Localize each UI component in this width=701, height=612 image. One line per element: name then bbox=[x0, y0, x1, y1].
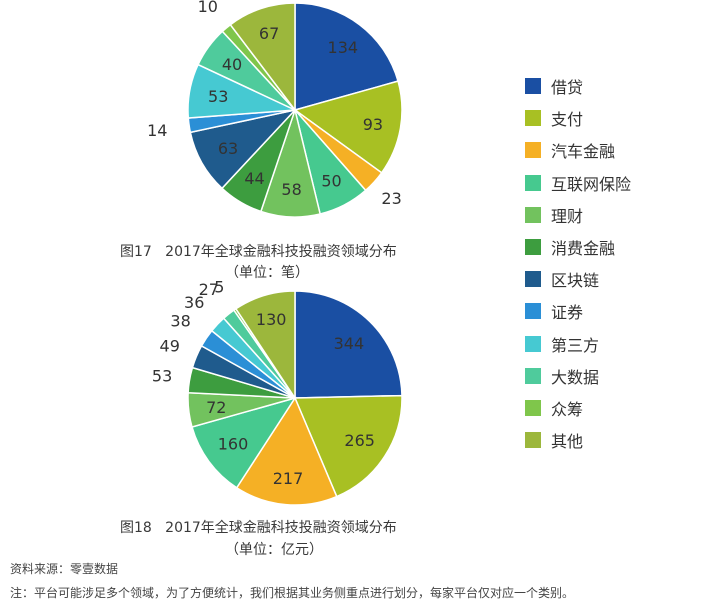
legend-item: 第三方 bbox=[525, 328, 631, 360]
legend-label: 消费金融 bbox=[551, 239, 616, 259]
legend-swatch bbox=[525, 110, 541, 127]
legend-item: 互联网保险 bbox=[525, 167, 631, 199]
data-label: 14 bbox=[147, 121, 167, 140]
pie-slice bbox=[293, 80, 403, 174]
legend-label: 其他 bbox=[551, 432, 584, 452]
pie-chart-fig17: 134 93 23 50 58 44 63 14 53 40 10 67 bbox=[147, 0, 403, 218]
pie-slice bbox=[293, 394, 403, 498]
legend-item: 区块链 bbox=[525, 263, 631, 295]
data-label: 134 bbox=[328, 38, 359, 57]
data-label: 53 bbox=[152, 366, 172, 385]
data-label: 50 bbox=[321, 171, 341, 190]
legend-label: 支付 bbox=[551, 110, 584, 130]
data-label: 130 bbox=[256, 310, 287, 329]
legend-swatch bbox=[525, 271, 541, 288]
legend-label: 大数据 bbox=[551, 367, 600, 387]
legend-swatch bbox=[525, 174, 541, 191]
pie-slice bbox=[294, 290, 403, 399]
pie-slice bbox=[294, 2, 399, 111]
legend-item: 大数据 bbox=[525, 360, 631, 392]
pie-slice bbox=[235, 396, 338, 506]
pie-slice bbox=[234, 290, 296, 401]
data-label: 10 bbox=[198, 0, 218, 16]
legend-label: 众筹 bbox=[551, 399, 584, 419]
data-label: 38 bbox=[170, 312, 190, 331]
legend-item: 证券 bbox=[525, 295, 631, 327]
legend-swatch bbox=[525, 239, 541, 256]
chart2-title: 图18 2017年全球金融科技投融资领域分布 bbox=[120, 520, 397, 536]
legend-label: 证券 bbox=[551, 303, 584, 323]
data-label: 160 bbox=[218, 435, 249, 454]
data-label: 265 bbox=[344, 431, 375, 450]
data-label: 49 bbox=[160, 336, 180, 355]
legend-label: 第三方 bbox=[551, 335, 600, 355]
data-label: 40 bbox=[222, 55, 242, 74]
legend-label: 借贷 bbox=[551, 78, 584, 98]
data-label: 93 bbox=[363, 115, 383, 134]
legend-label: 理财 bbox=[551, 206, 584, 226]
legend-item: 消费金融 bbox=[525, 231, 631, 263]
legend-swatch bbox=[525, 367, 541, 384]
legend-swatch bbox=[525, 142, 541, 159]
legend-item: 其他 bbox=[525, 424, 631, 456]
data-label: 344 bbox=[334, 334, 365, 353]
data-label: 23 bbox=[381, 189, 401, 208]
legend-item: 众筹 bbox=[525, 392, 631, 424]
chart2-subtitle: （单位：亿元） bbox=[225, 542, 323, 558]
data-label: 58 bbox=[281, 180, 301, 199]
data-label: 53 bbox=[208, 87, 228, 106]
legend-swatch bbox=[525, 399, 541, 416]
data-label: 72 bbox=[206, 398, 226, 417]
footnote-text: 注：平台可能涉足多个领域，为了方便统计，我们根据其业务侧重点进行划分，每家平台仅… bbox=[10, 586, 575, 600]
legend-label: 区块链 bbox=[551, 271, 600, 291]
data-label: 217 bbox=[273, 469, 304, 488]
legend-swatch bbox=[525, 303, 541, 320]
legend-item: 支付 bbox=[525, 102, 631, 134]
chart1-subtitle: （单位：笔） bbox=[225, 265, 309, 281]
legend-swatch bbox=[525, 78, 541, 95]
data-label: 63 bbox=[218, 139, 238, 158]
legend: 借贷支付汽车金融互联网保险理财消费金融区块链证券第三方大数据众筹其他 bbox=[525, 70, 631, 456]
source-text: 资料来源：零壹数据 bbox=[10, 562, 119, 576]
legend-item: 理财 bbox=[525, 199, 631, 231]
data-label: 67 bbox=[259, 24, 279, 43]
chart1-title: 图17 2017年全球金融科技投融资领域分布 bbox=[120, 244, 397, 260]
legend-swatch bbox=[525, 335, 541, 352]
legend-label: 互联网保险 bbox=[551, 174, 632, 194]
data-label: 36 bbox=[184, 293, 204, 312]
legend-label: 汽车金融 bbox=[551, 142, 616, 162]
legend-item: 借贷 bbox=[525, 70, 631, 102]
data-label: 5 bbox=[214, 278, 224, 297]
legend-item: 汽车金融 bbox=[525, 134, 631, 166]
data-label: 44 bbox=[244, 169, 264, 188]
legend-swatch bbox=[525, 206, 541, 223]
data-label: 27 bbox=[199, 280, 219, 299]
pie-slice bbox=[229, 2, 296, 113]
legend-swatch bbox=[525, 432, 541, 449]
